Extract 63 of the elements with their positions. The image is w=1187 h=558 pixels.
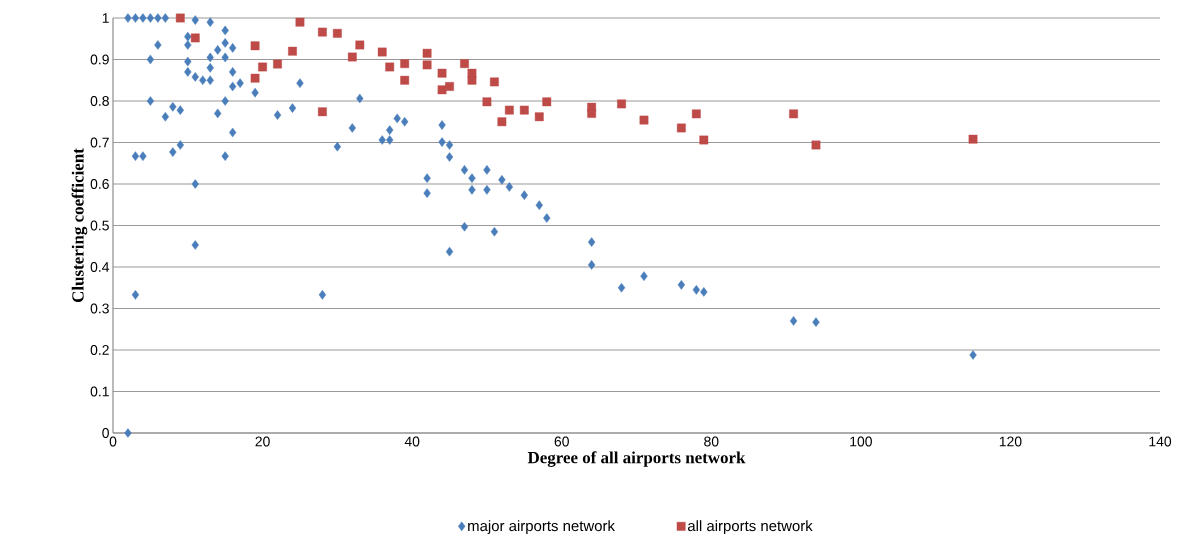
legend-label: all airports network <box>687 520 813 535</box>
y-tick-label: 1 <box>102 13 109 23</box>
y-tick-label: 0.1 <box>90 386 109 397</box>
point <box>347 52 357 62</box>
x-tick-label: 20 <box>255 436 270 447</box>
point <box>437 85 447 95</box>
x-tick-label: 120 <box>999 436 1022 447</box>
point <box>587 109 597 118</box>
point <box>318 107 327 117</box>
y-tick-label: 0.4 <box>90 262 110 272</box>
point <box>318 27 327 37</box>
point <box>190 33 200 43</box>
point <box>445 82 454 91</box>
point <box>519 105 529 115</box>
point <box>497 117 507 127</box>
point <box>400 75 410 85</box>
point <box>534 112 544 122</box>
point <box>422 60 432 70</box>
x-tick-label: 100 <box>850 436 872 447</box>
point <box>490 77 499 87</box>
point <box>639 115 649 125</box>
point <box>332 28 342 38</box>
x-tick-label: 40 <box>404 436 420 447</box>
point <box>504 105 514 115</box>
y-tick-label: 0.6 <box>90 179 109 189</box>
point <box>676 123 686 133</box>
y-tick-label: 0.8 <box>90 96 109 106</box>
point <box>422 48 432 58</box>
x-tick-label: 0 <box>109 436 117 447</box>
point <box>258 62 267 72</box>
point <box>288 46 297 56</box>
y-axis-title: Clustering coefficient <box>71 148 88 303</box>
y-tick-label: 0.3 <box>90 303 109 314</box>
point <box>355 40 365 50</box>
point <box>968 134 978 144</box>
point <box>273 59 282 69</box>
point <box>437 68 447 78</box>
legend-label: major airports network <box>468 520 615 535</box>
point <box>377 47 387 57</box>
point <box>789 109 798 119</box>
x-tick-label: 140 <box>1149 436 1172 447</box>
point <box>400 59 410 69</box>
point <box>295 17 305 27</box>
x-tick-label: 80 <box>704 436 719 447</box>
y-tick-label: 0.9 <box>90 54 109 65</box>
point <box>542 97 552 107</box>
point <box>460 59 469 69</box>
y-tick-label: 0.5 <box>90 220 109 231</box>
x-axis-title: Degree of all airports network <box>527 451 746 467</box>
y-tick-label: 0.7 <box>90 137 109 148</box>
point <box>467 75 477 85</box>
y-tick-label: 0 <box>102 428 109 438</box>
point <box>385 62 395 72</box>
y-tick-label: 0.2 <box>90 345 109 355</box>
point <box>699 135 709 145</box>
point <box>250 73 260 83</box>
point <box>482 97 492 107</box>
point <box>617 99 626 109</box>
x-tick-label: 60 <box>554 436 569 447</box>
point <box>811 140 821 150</box>
point <box>175 13 185 23</box>
point <box>691 109 701 119</box>
point <box>250 41 260 51</box>
